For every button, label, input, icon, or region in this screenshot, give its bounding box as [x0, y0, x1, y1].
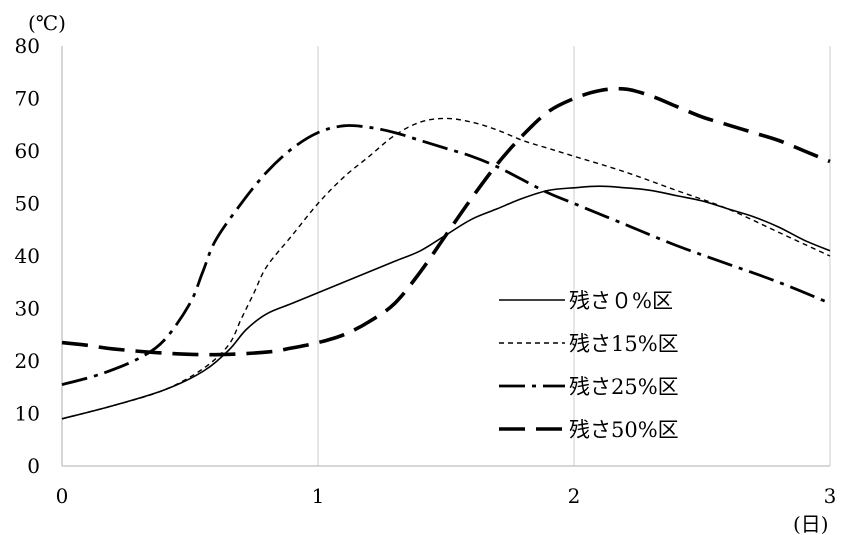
legend-label-3: 残さ25%区 [569, 375, 679, 399]
x-axis-unit-label: (日) [793, 512, 829, 535]
x-tick-label-1: 1 [312, 484, 325, 508]
series-line-4 [61, 86, 831, 357]
y-tick-label-0: 0 [27, 454, 40, 478]
y-axis-unit-label: (℃) [28, 11, 66, 35]
legend-label-2: 残さ15%区 [569, 332, 679, 356]
legend-label-4: 残さ50%区 [569, 418, 679, 442]
legend-label-1: 残さ０%区 [569, 289, 673, 313]
y-tick-label-70: 70 [15, 87, 40, 111]
series-line-2 [61, 117, 831, 420]
series-line-1 [61, 185, 831, 420]
y-tick-label-20: 20 [15, 349, 40, 373]
series-layer [61, 86, 831, 420]
y-tick-label-10: 10 [15, 402, 40, 426]
axis-layer: 0 10 20 30 40 50 60 70 80 0 1 2 3 [15, 34, 837, 508]
y-tick-label-40: 40 [15, 244, 40, 268]
series-line-3 [61, 124, 831, 386]
x-tick-label-0: 0 [56, 484, 69, 508]
x-tick-label-2: 2 [568, 484, 581, 508]
y-tick-label-80: 80 [15, 34, 40, 58]
y-tick-label-50: 50 [15, 192, 40, 216]
x-tick-label-3: 3 [824, 484, 837, 508]
grid-layer [317, 46, 831, 466]
y-tick-label-60: 60 [15, 139, 40, 163]
y-tick-label-30: 30 [15, 297, 40, 321]
